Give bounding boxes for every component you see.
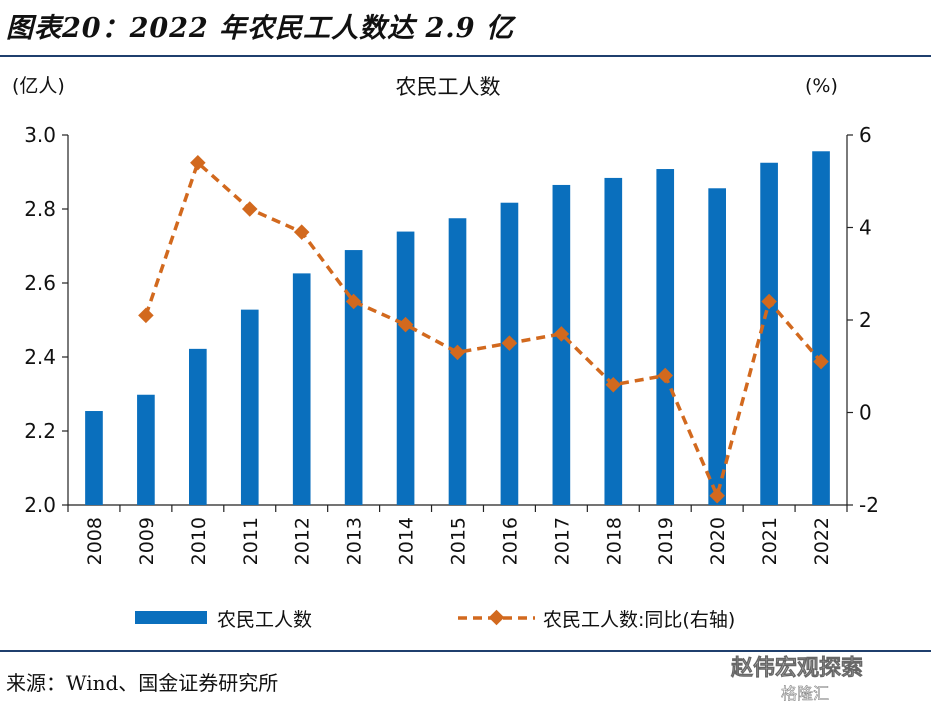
x-tick-label: 2018 [603, 517, 625, 565]
bar [708, 188, 726, 505]
y-left-tick-label: 2.8 [24, 197, 56, 221]
x-tick-label: 2021 [759, 517, 781, 565]
x-tick-label: 2012 [292, 517, 314, 565]
bar [292, 273, 311, 505]
x-tick-label: 2013 [344, 517, 366, 565]
legend-line-label: 农民工人数:同比(右轴) [543, 609, 735, 631]
y-right-tick-label: 6 [859, 123, 872, 147]
bar [189, 348, 207, 505]
yoy-point [241, 201, 258, 217]
top-rule [0, 55, 931, 57]
chart: 农民工人数 (亿人) (%) 2.02.22.42.62.83.0-20246 … [12, 75, 879, 631]
y-right-tick-label: 0 [859, 401, 872, 425]
x-tick-label: 2008 [84, 517, 106, 565]
x-tick-label: 2019 [655, 517, 677, 565]
bottom-rule [0, 650, 931, 652]
bar [760, 162, 778, 505]
x-tick-label: 2014 [396, 517, 418, 565]
x-tick-label: 2020 [707, 517, 729, 565]
legend-bar-swatch [135, 611, 207, 624]
y-right-unit: (%) [805, 75, 838, 97]
y-left-tick-label: 2.6 [24, 271, 56, 295]
watermark: 赵伟宏观探索 格隆汇 [701, 650, 901, 704]
source-note: 来源：Wind、国金证券研究所 [6, 671, 279, 695]
y-left-tick-label: 2.2 [24, 419, 56, 443]
x-tick-label: 2009 [136, 517, 158, 565]
legend-line-marker [488, 609, 505, 626]
bar [344, 250, 363, 505]
y-right-tick-label: 2 [859, 308, 872, 332]
bar [500, 202, 519, 505]
figure-title: 图表20：2022 年农民工人数达 2.9 亿 [6, 13, 514, 44]
y-left-tick-label: 2.4 [24, 345, 56, 369]
yoy-point [138, 307, 154, 324]
y-left-tick-label: 2.0 [24, 493, 56, 517]
y-left-tick-label: 3.0 [24, 123, 56, 147]
y-left-unit: (亿人) [12, 75, 65, 97]
y-right-tick-label: -2 [859, 493, 879, 517]
x-tick-label: 2015 [448, 517, 470, 565]
bar [240, 309, 259, 505]
yoy-line [144, 159, 823, 502]
bar [85, 411, 103, 505]
x-tick-label: 2022 [811, 517, 833, 565]
watermark-sub: 格隆汇 [781, 684, 830, 704]
x-tick-label: 2010 [188, 517, 210, 565]
y-right-tick-label: 4 [859, 216, 872, 240]
bar [656, 169, 675, 505]
x-tick-label: 2016 [499, 517, 521, 565]
bar [604, 177, 623, 506]
bar [448, 218, 467, 505]
bar [552, 184, 571, 505]
x-tick-label: 2017 [551, 517, 573, 565]
bar [137, 394, 155, 505]
x-tick-label: 2011 [240, 517, 262, 565]
yoy-point [190, 154, 206, 171]
chart-title: 农民工人数 [396, 75, 501, 99]
bar [812, 151, 830, 505]
yoy-point [293, 224, 310, 240]
legend-bar-label: 农民工人数 [217, 609, 312, 631]
watermark-name: 赵伟宏观探索 [731, 656, 864, 682]
bar [396, 231, 415, 505]
